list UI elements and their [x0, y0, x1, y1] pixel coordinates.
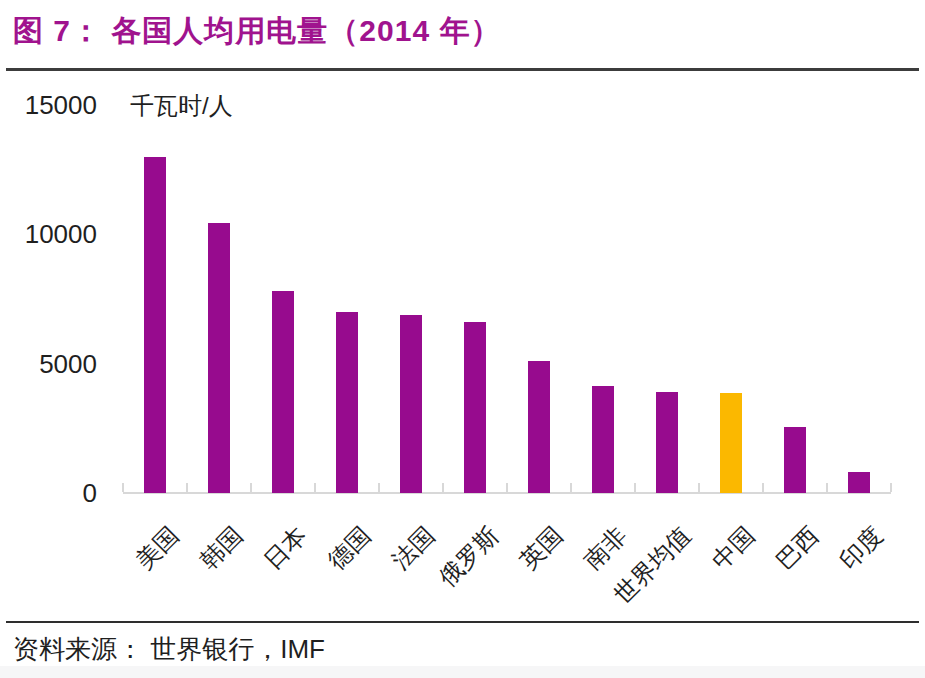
x-axis-tick — [250, 483, 252, 492]
x-axis-tick — [378, 483, 380, 492]
source-note: 资料来源： 世界银行，IMF — [13, 632, 325, 667]
footer-divider — [6, 621, 919, 623]
bar — [592, 386, 614, 493]
x-axis-tick — [634, 483, 636, 492]
bar — [464, 322, 486, 493]
x-axis-tick — [314, 483, 316, 492]
bar — [848, 472, 870, 493]
y-tick-label: 0 — [0, 480, 97, 506]
x-axis-tick — [122, 483, 124, 492]
bar — [656, 392, 678, 493]
y-tick-label: 10000 — [0, 221, 97, 247]
x-axis-tick — [826, 483, 828, 492]
bar — [208, 223, 230, 493]
bottom-strip — [0, 666, 925, 678]
bar — [528, 361, 550, 493]
x-axis-line — [123, 492, 891, 494]
x-axis-tick — [186, 483, 188, 492]
x-axis-tick — [698, 483, 700, 492]
bar-chart: 050001000015000 千瓦时/人 美国韩国日本德国法国俄罗斯英国南非世… — [0, 0, 925, 620]
y-tick-label: 5000 — [0, 351, 97, 377]
x-axis-tick — [890, 483, 892, 492]
x-axis-tick — [762, 483, 764, 492]
bar-highlight — [720, 393, 742, 493]
x-axis-tick — [442, 483, 444, 492]
x-axis-tick — [506, 483, 508, 492]
bar — [144, 157, 166, 493]
y-axis-unit-label: 千瓦时/人 — [130, 93, 233, 119]
bar — [336, 312, 358, 493]
bar — [784, 427, 806, 493]
bar — [400, 315, 422, 493]
x-axis-tick — [570, 483, 572, 492]
bar — [272, 291, 294, 493]
report-figure: 图 7： 各国人均用电量（2014 年） 050001000015000 千瓦时… — [0, 0, 925, 678]
y-tick-label: 15000 — [0, 92, 97, 118]
